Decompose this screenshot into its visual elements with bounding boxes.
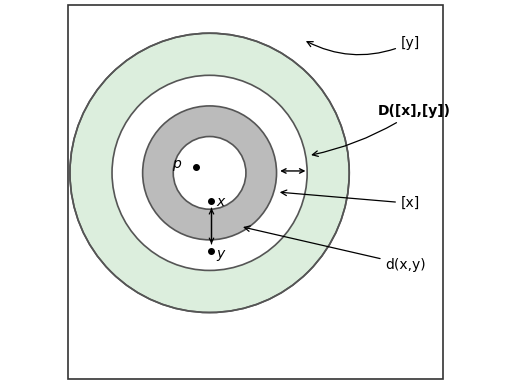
Text: x: x	[217, 195, 225, 209]
Text: y: y	[217, 247, 225, 261]
Text: D([x],[y]): D([x],[y])	[312, 104, 451, 156]
Circle shape	[112, 75, 307, 270]
Text: p: p	[172, 157, 181, 171]
Circle shape	[70, 33, 349, 313]
Circle shape	[143, 106, 276, 240]
Text: [y]: [y]	[307, 36, 420, 55]
Circle shape	[173, 137, 246, 209]
Text: d(x,y): d(x,y)	[244, 226, 426, 271]
Text: [x]: [x]	[281, 190, 420, 210]
